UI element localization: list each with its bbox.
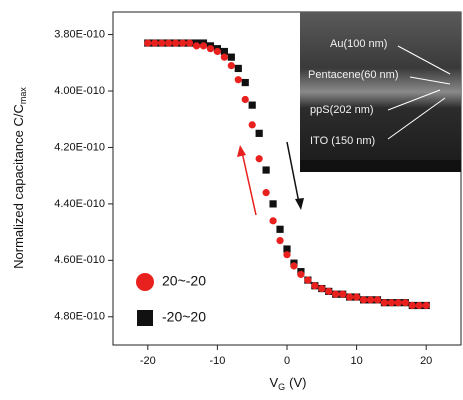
point [199, 42, 208, 50]
y-tick-label: 4.00E-010 [54, 85, 105, 97]
inset-label: Au(100 nm) [330, 38, 387, 50]
point [290, 262, 298, 270]
point [262, 166, 270, 174]
legend-marker [136, 273, 154, 291]
point [387, 299, 395, 307]
point [283, 245, 291, 253]
point [179, 39, 187, 47]
legend-label: 20~-20 [162, 273, 206, 289]
point [227, 53, 235, 61]
point [276, 236, 284, 245]
legend-marker [137, 310, 153, 326]
point [220, 53, 228, 61]
y-axis-label-sub: max [18, 87, 28, 105]
point [380, 299, 389, 307]
y-tick-label: 4.40E-010 [54, 198, 105, 210]
point [269, 200, 277, 208]
sweep-arrow-red [237, 145, 257, 216]
point [241, 95, 249, 104]
point [220, 47, 228, 56]
x-tick-label: 20 [420, 355, 432, 367]
point [165, 39, 173, 47]
legend-label: -20~20 [162, 309, 206, 325]
x-axis-label-text: V [269, 375, 278, 390]
x-tick-label: 10 [350, 355, 362, 367]
x-tick-label: -10 [209, 355, 225, 367]
point [353, 293, 361, 301]
point [304, 276, 312, 284]
y-axis-label-text: Normalized capacitance C/C [11, 104, 26, 269]
plot-area: 3.80E-010 4.00E-010 4.20E-010 4.40E-010 4.60… [54, 11, 462, 367]
legend-item: -20~20 [137, 309, 206, 326]
point [158, 39, 166, 47]
point [227, 62, 235, 70]
y-tick-label: 3.80E-010 [54, 28, 105, 40]
y-tick-label: 4.80E-010 [54, 311, 105, 323]
inset-label: ppS(202 nm) [310, 104, 374, 116]
point [151, 39, 159, 47]
point [144, 39, 152, 47]
legend-item: 20~-20 [136, 273, 206, 291]
point [255, 155, 263, 163]
point [415, 301, 423, 310]
x-axis-label-sub: G [278, 382, 285, 392]
point [206, 45, 215, 53]
point [408, 301, 416, 310]
point [283, 251, 291, 259]
point [359, 296, 368, 304]
point [339, 290, 347, 298]
inset-label: ITO (150 nm) [310, 135, 375, 147]
point [325, 287, 333, 295]
y-axis-label: Normalized capacitance C/Cmax [11, 87, 28, 269]
point [269, 217, 277, 225]
point [373, 296, 382, 304]
point [248, 121, 256, 129]
point [332, 290, 340, 298]
point [172, 39, 180, 47]
point [401, 299, 409, 307]
point [311, 282, 319, 290]
point [318, 284, 326, 293]
y-tick-label: 4.60E-010 [54, 254, 105, 266]
point [422, 301, 430, 310]
y-tick-label: 4.20E-010 [54, 141, 105, 153]
inset-image [300, 12, 461, 172]
inset-scale-bar [300, 160, 461, 172]
x-tick-label: -20 [140, 355, 156, 367]
point [248, 101, 256, 109]
point [213, 47, 221, 56]
x-axis-label-unit: (V) [289, 375, 306, 390]
point [394, 299, 402, 307]
x-tick-label: 0 [284, 355, 290, 367]
sweep-arrow-black [286, 141, 304, 210]
point [276, 225, 284, 233]
point [297, 270, 305, 279]
x-axis-label: VG (V) [269, 375, 306, 392]
point [234, 64, 242, 73]
point [346, 293, 354, 301]
inset-arrows [387, 45, 451, 140]
point [241, 78, 249, 87]
inset-label: Pentacene(60 nm) [308, 69, 399, 81]
point [192, 42, 201, 50]
point [366, 296, 375, 304]
point [262, 189, 270, 197]
point [255, 129, 263, 137]
point [234, 76, 242, 84]
point [185, 39, 194, 47]
